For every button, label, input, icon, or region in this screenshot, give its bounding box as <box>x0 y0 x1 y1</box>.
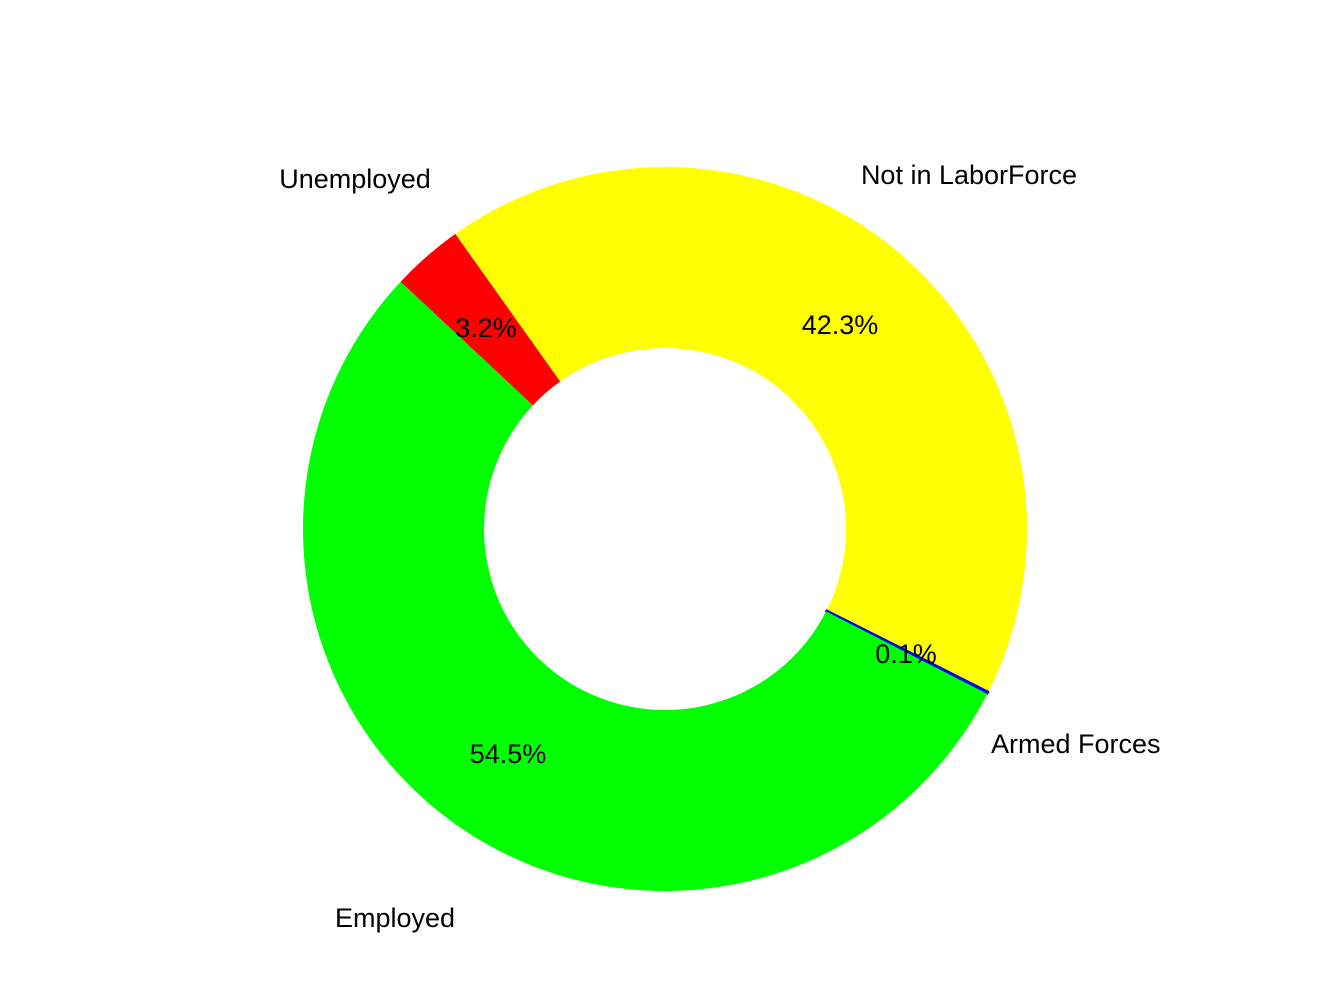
percent-label-employed: 54.5% <box>470 739 547 769</box>
percent-label-armed-forces: 0.1% <box>875 639 937 669</box>
category-label-unemployed: Unemployed <box>279 164 431 194</box>
donut-slices <box>303 166 1028 891</box>
slice-unemployed <box>400 233 561 406</box>
category-label-armed-forces: Armed Forces <box>991 729 1161 759</box>
percent-label-unemployed: 3.2% <box>455 313 517 343</box>
donut-labels: Not in LaborForce Armed Forces Employed … <box>279 160 1160 933</box>
category-label-not-in-laborforce: Not in LaborForce <box>861 160 1077 190</box>
percent-label-not-in-laborforce: 42.3% <box>802 310 879 340</box>
slice-employed <box>303 281 988 891</box>
slice-not-in-laborforce <box>455 166 1028 692</box>
category-label-employed: Employed <box>335 903 455 933</box>
